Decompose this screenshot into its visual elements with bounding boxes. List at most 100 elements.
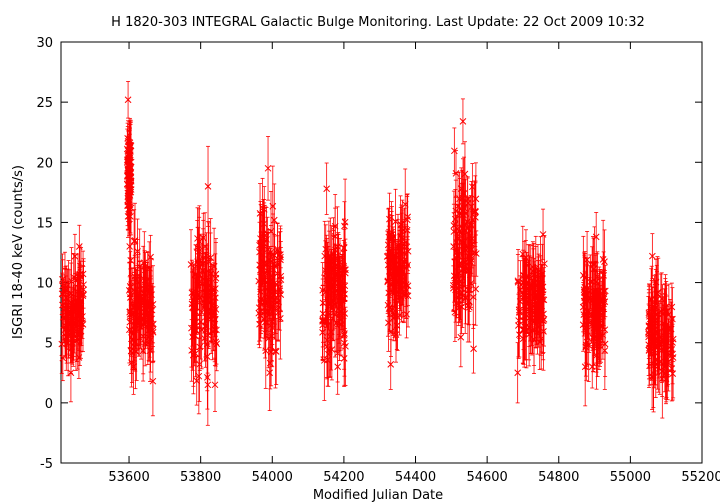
- data-point: [470, 323, 477, 374]
- data-point: [131, 243, 138, 309]
- data-point: [339, 245, 346, 330]
- y-tick-label: 20: [36, 156, 53, 171]
- y-tick-label: 0: [45, 397, 53, 412]
- data-point: [538, 243, 546, 305]
- data-point: [403, 195, 411, 244]
- data-point: [74, 279, 82, 337]
- data-point: [385, 293, 392, 352]
- y-tick-label: 25: [36, 96, 53, 111]
- y-tick-label: 5: [45, 337, 53, 352]
- data-point: [79, 266, 87, 323]
- data-point: [460, 156, 468, 231]
- data-point: [149, 265, 157, 344]
- data-point: [58, 314, 66, 374]
- data-point: [461, 141, 469, 207]
- data-point: [131, 292, 139, 358]
- data-point: [601, 264, 609, 318]
- data-point: [212, 282, 220, 337]
- data-point: [645, 313, 653, 376]
- data-point: [271, 259, 279, 325]
- data-point: [658, 310, 666, 378]
- data-point: [454, 203, 462, 255]
- data-point: [662, 281, 670, 344]
- data-point: [659, 296, 667, 379]
- data-point: [267, 253, 275, 309]
- y-tick-label: 30: [36, 36, 53, 51]
- data-point: [667, 301, 675, 357]
- data-point: [59, 253, 66, 306]
- chart-title: H 1820-303 INTEGRAL Galactic Bulge Monit…: [111, 15, 645, 30]
- y-axis: -5 0 5 10 15 20 25 30: [36, 36, 702, 472]
- data-point: [330, 251, 338, 300]
- data-point: [472, 162, 480, 236]
- data-point: [396, 295, 403, 336]
- data-point: [589, 304, 597, 373]
- data-point: [319, 294, 327, 348]
- data-point: [459, 202, 467, 264]
- data-point: [331, 243, 338, 322]
- data-point: [581, 270, 589, 325]
- data-point: [601, 311, 609, 377]
- data-point: [192, 244, 199, 306]
- plot-frame: [60, 41, 703, 464]
- data-point: [588, 345, 596, 389]
- data-point: [397, 195, 404, 254]
- data-point: [391, 290, 398, 338]
- data-point: [472, 252, 480, 326]
- data-point: [213, 316, 221, 372]
- data-point: [539, 208, 547, 261]
- data-point: [596, 270, 604, 349]
- data-point: [323, 234, 330, 313]
- x-tick-label: 54600: [466, 470, 507, 485]
- data-point: [401, 224, 409, 295]
- data-point: [530, 248, 537, 301]
- data-point: [188, 319, 196, 382]
- data-point: [585, 308, 593, 382]
- data-point: [274, 222, 281, 280]
- data-point: [257, 284, 265, 339]
- y-tick-label: 15: [36, 216, 53, 231]
- data-point: [124, 80, 132, 119]
- data-point: [204, 145, 212, 227]
- data-point: [187, 229, 195, 300]
- x-axis-label: Modified Julian Date: [313, 488, 443, 503]
- data-point: [469, 163, 476, 211]
- data-point: [127, 257, 135, 318]
- data-point: [533, 267, 541, 341]
- data-point: [73, 290, 81, 341]
- data-point: [140, 272, 148, 326]
- x-tick-label: 54200: [323, 470, 364, 485]
- x-axis: 53600 53800 54000 54200 54400 54600 54800 55000…: [108, 42, 720, 485]
- data-point: [529, 287, 537, 354]
- data-point: [199, 237, 206, 293]
- data-point: [270, 233, 278, 294]
- data-point: [323, 162, 331, 215]
- data-point: [127, 120, 135, 171]
- data-point: [61, 251, 69, 320]
- data-point: [259, 255, 267, 305]
- data-point: [459, 98, 467, 145]
- data-point: [652, 274, 659, 356]
- data-point: [648, 312, 656, 366]
- data-point: [515, 285, 523, 339]
- data-point: [594, 290, 601, 340]
- x-tick-label: 54000: [252, 470, 293, 485]
- data-point: [276, 277, 284, 360]
- data-point: [125, 147, 133, 205]
- data-point: [328, 318, 336, 381]
- data-point: [593, 287, 600, 364]
- data-point: [520, 291, 528, 368]
- data-point: [335, 283, 343, 344]
- data-point: [649, 233, 656, 279]
- data-point: [519, 225, 527, 283]
- data-point: [263, 232, 271, 297]
- data-point: [468, 181, 475, 233]
- data-series: [58, 80, 677, 426]
- data-point: [655, 301, 662, 379]
- data-point: [64, 280, 72, 330]
- data-point: [209, 264, 217, 317]
- data-point: [451, 243, 459, 317]
- data-point: [402, 262, 410, 307]
- data-point: [465, 276, 473, 326]
